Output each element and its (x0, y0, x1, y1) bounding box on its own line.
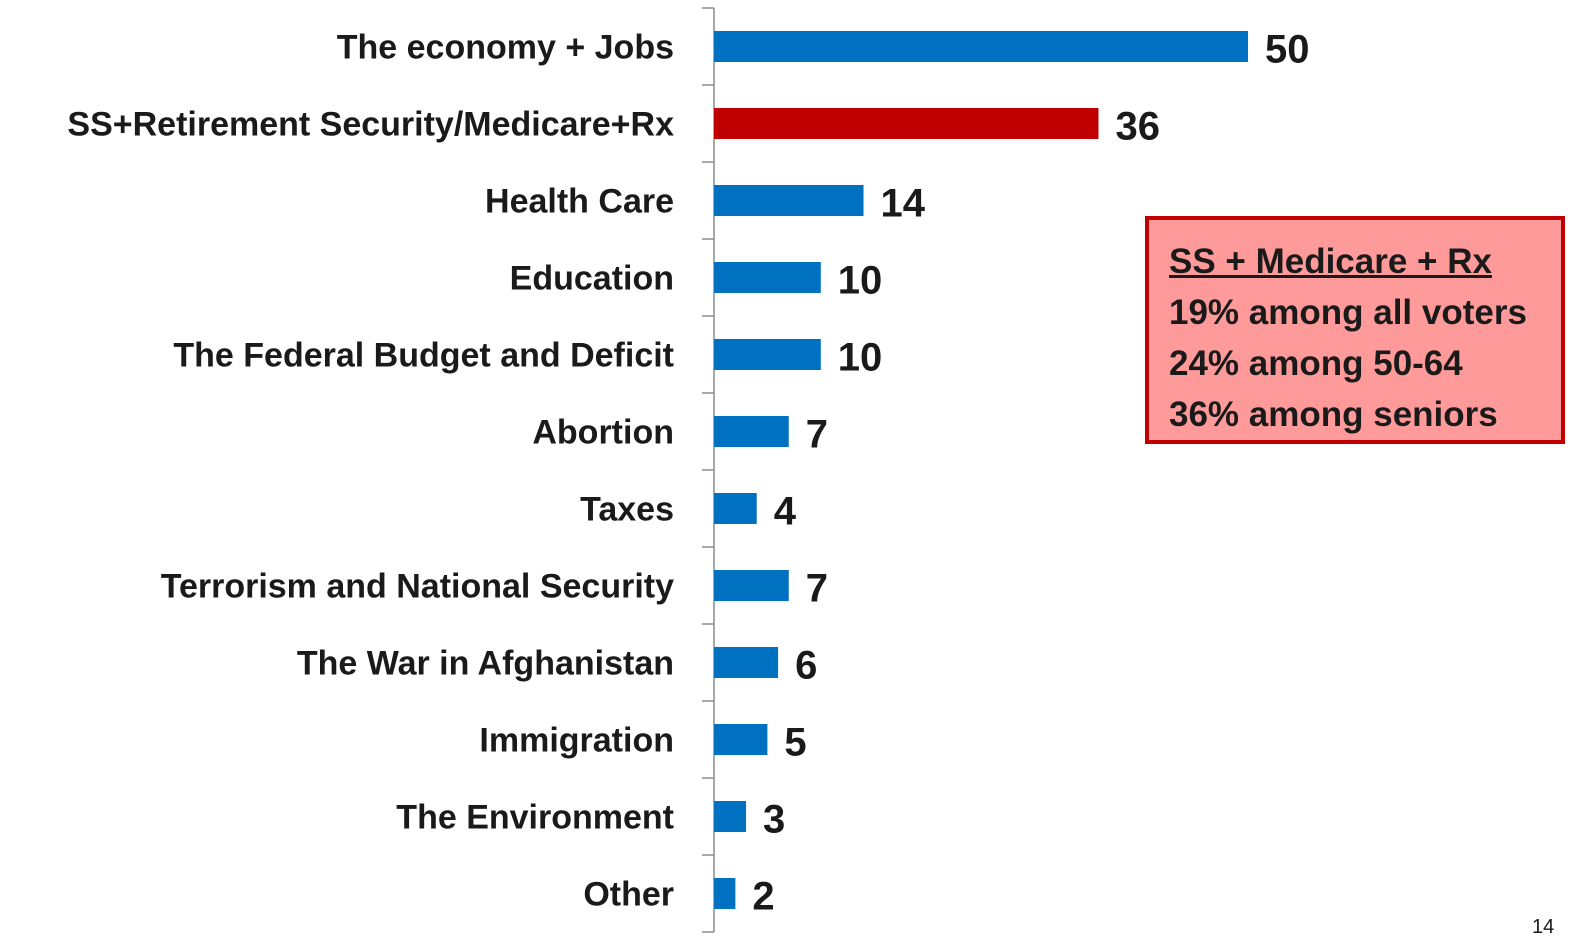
bar-9 (714, 724, 768, 755)
callout-title: SS + Medicare + Rx (1169, 242, 1492, 281)
category-label: SS+Retirement Security/Medicare+Rx (67, 106, 674, 144)
value-label: 4 (774, 490, 797, 534)
value-label: 5 (784, 721, 806, 765)
bar-1 (714, 108, 1099, 139)
bar-10 (714, 801, 747, 832)
value-label: 2 (752, 875, 774, 919)
value-label: 14 (881, 182, 926, 226)
bar-11 (714, 878, 736, 909)
category-label: Education (510, 260, 674, 298)
category-label: Other (583, 876, 674, 914)
callout-box: SS + Medicare + Rx 19% among all voters … (1145, 216, 1565, 444)
callout-line-50-64: 24% among 50-64 (1169, 344, 1463, 383)
bar-6 (714, 493, 757, 524)
bar-4 (714, 339, 821, 370)
bar-0 (714, 31, 1248, 62)
value-label: 6 (795, 644, 817, 688)
value-label: 7 (806, 567, 828, 611)
bar-3 (714, 262, 821, 293)
value-label: 3 (763, 798, 785, 842)
category-label: Terrorism and National Security (161, 568, 674, 606)
value-label: 50 (1265, 28, 1310, 72)
bar-2 (714, 185, 864, 216)
category-label: The War in Afghanistan (297, 645, 674, 683)
category-label: Taxes (580, 491, 674, 529)
callout-line-all-voters: 19% among all voters (1169, 293, 1527, 332)
value-label: 7 (806, 413, 828, 457)
value-label: 10 (838, 259, 883, 303)
category-label: The Federal Budget and Deficit (173, 337, 674, 375)
page-number: 14 (1532, 916, 1555, 938)
category-label: Immigration (479, 722, 674, 760)
value-label: 36 (1115, 105, 1160, 149)
bar-7 (714, 570, 789, 601)
value-label: 10 (838, 336, 883, 380)
category-label: The Environment (396, 799, 674, 837)
bar-8 (714, 647, 779, 678)
bar-5 (714, 416, 789, 447)
callout-line-seniors: 36% among seniors (1169, 395, 1498, 434)
category-label: The economy + Jobs (337, 29, 674, 67)
category-label: Health Care (485, 183, 674, 221)
category-label: Abortion (532, 414, 674, 452)
